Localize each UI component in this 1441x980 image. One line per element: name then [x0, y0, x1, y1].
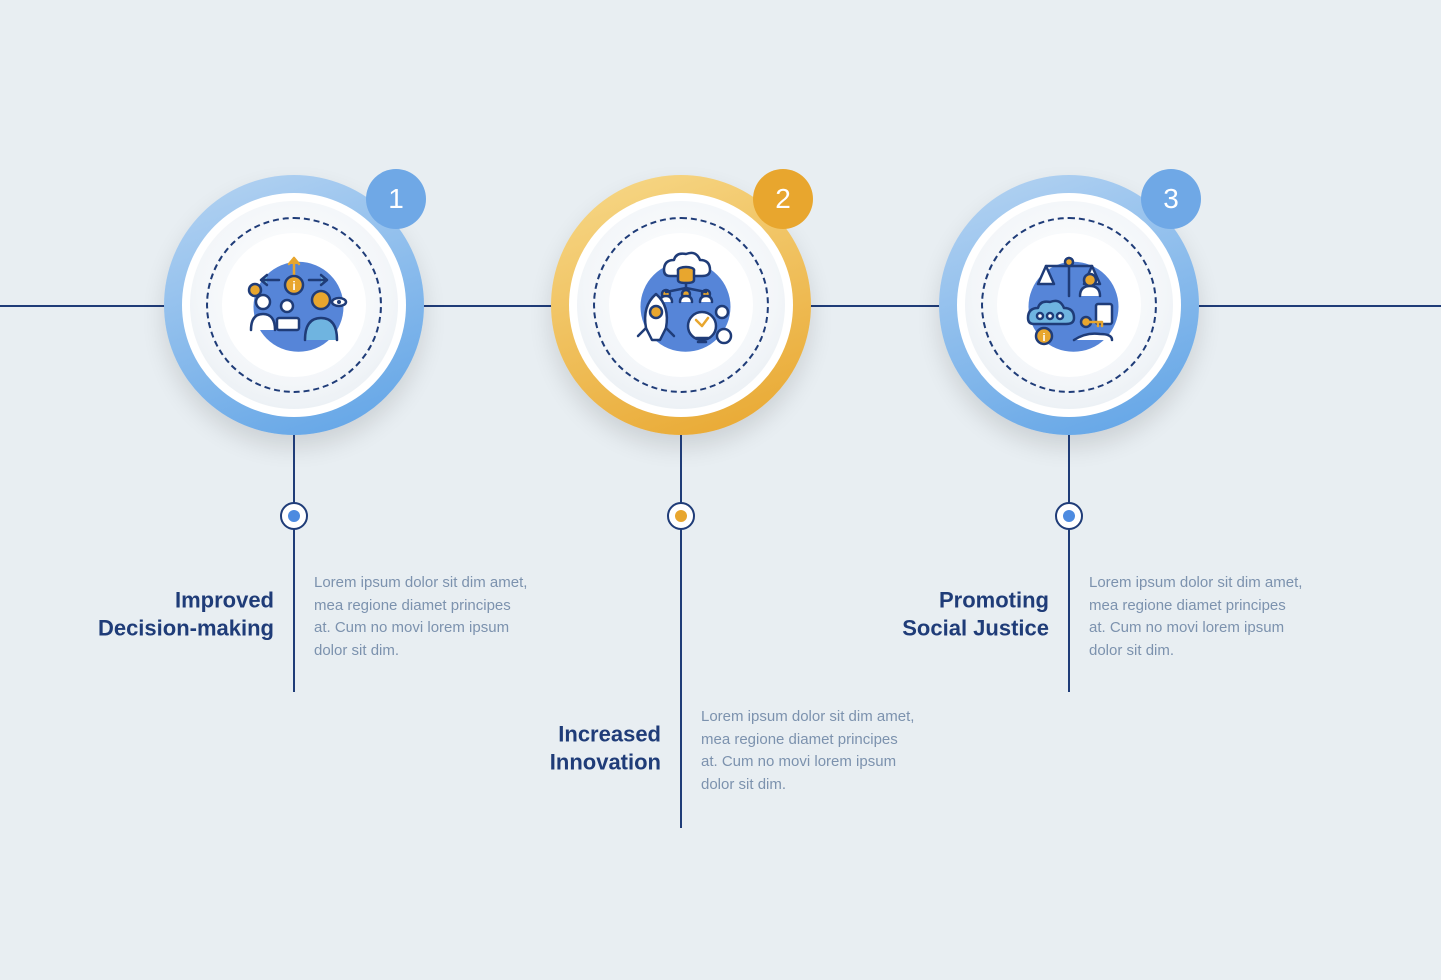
svg-text:i: i: [292, 279, 295, 293]
title-line1: Improved: [175, 588, 274, 613]
title-line1: Increased: [558, 722, 661, 747]
svg-text:i: i: [1042, 332, 1045, 344]
title-line2: Social Justice: [902, 615, 1049, 640]
body-2: Lorem ipsum dolor sit dim amet, mea regi…: [701, 706, 916, 796]
step-badge-3: 3: [1141, 169, 1201, 229]
title-2: Increased Innovation: [461, 721, 661, 776]
body-1: Lorem ipsum dolor sit dim amet, mea regi…: [314, 572, 529, 662]
step-3: i 3: [939, 175, 1199, 435]
title-line1: Promoting: [939, 588, 1049, 613]
step-number: 3: [1163, 183, 1179, 215]
step-1: i 1: [164, 175, 424, 435]
step-number: 1: [388, 183, 404, 215]
body-3: Lorem ipsum dolor sit dim amet, mea regi…: [1089, 572, 1304, 662]
stem-2: [680, 435, 682, 828]
dot-3: [1055, 502, 1083, 530]
title-line2: Decision-making: [98, 615, 274, 640]
dot-core: [675, 510, 687, 522]
ring-core: [609, 233, 753, 377]
dot-core: [288, 510, 300, 522]
stem-3: [1068, 435, 1070, 692]
step-number: 2: [775, 183, 791, 215]
dot-1: [280, 502, 308, 530]
justice-icon: i: [1004, 240, 1134, 370]
step-badge-1: 1: [366, 169, 426, 229]
dot-core: [1063, 510, 1075, 522]
step-2: 2: [551, 175, 811, 435]
title-1: Improved Decision-making: [54, 587, 274, 642]
innovation-icon: [616, 240, 746, 370]
decisions-icon: i: [229, 240, 359, 370]
title-3: Promoting Social Justice: [849, 587, 1049, 642]
ring-core: i: [222, 233, 366, 377]
stem-1: [293, 435, 295, 692]
ring-core: i: [997, 233, 1141, 377]
dot-2: [667, 502, 695, 530]
step-badge-2: 2: [753, 169, 813, 229]
title-line2: Innovation: [550, 749, 661, 774]
